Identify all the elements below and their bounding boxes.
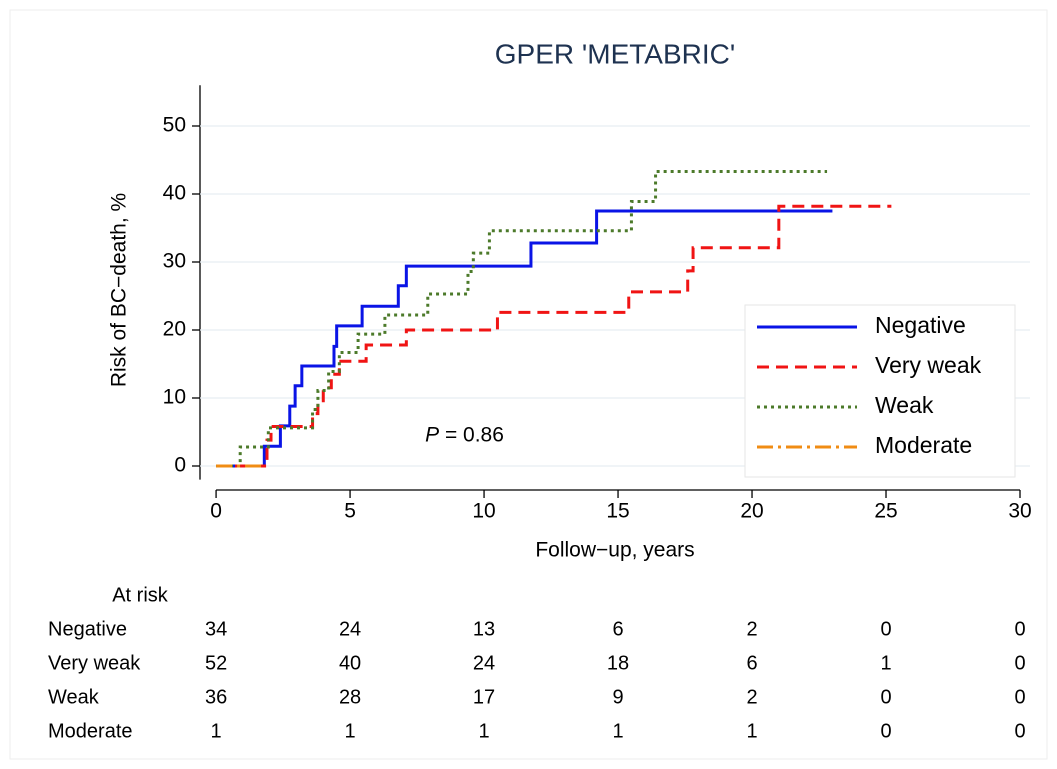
x-axis-label: Follow−up, years — [535, 539, 694, 562]
at-risk-count: 0 — [880, 686, 891, 708]
at-risk-title: At risk — [112, 584, 169, 606]
x-tick-label: 30 — [1008, 500, 1031, 523]
chart-title: GPER 'METABRIC' — [495, 38, 735, 69]
at-risk-count: 0 — [1014, 652, 1025, 674]
at-risk-count: 0 — [1014, 720, 1025, 742]
x-tick-label: 5 — [344, 500, 356, 523]
at-risk-count: 24 — [339, 618, 361, 640]
series-line — [216, 204, 892, 468]
annotation-italic: P — [425, 423, 439, 446]
at-risk-count: 0 — [880, 618, 891, 640]
at-risk-count: 0 — [1014, 686, 1025, 708]
at-risk-count: 13 — [473, 618, 495, 640]
at-risk-name: Very weak — [48, 652, 141, 674]
x-tick-label: 10 — [472, 500, 495, 523]
y-tick-label: 50 — [163, 114, 186, 137]
y-tick-label: 30 — [163, 250, 186, 273]
y-tick-label: 20 — [163, 318, 186, 341]
at-risk-count: 0 — [1014, 618, 1025, 640]
at-risk-name: Moderate — [48, 720, 133, 742]
at-risk-count: 9 — [612, 686, 623, 708]
at-risk-count: 1 — [612, 720, 623, 742]
at-risk-count: 6 — [612, 618, 623, 640]
at-risk-count: 36 — [205, 686, 227, 708]
at-risk-count: 1 — [880, 652, 891, 674]
at-risk-count: 24 — [473, 652, 495, 674]
y-axis-label: Risk of BC−death, % — [108, 193, 131, 387]
at-risk-count: 6 — [746, 652, 757, 674]
legend-label: Moderate — [875, 432, 972, 458]
at-risk-count: 52 — [205, 652, 227, 674]
x-tick-label: 25 — [874, 500, 897, 523]
at-risk-count: 28 — [339, 686, 361, 708]
y-tick-label: 10 — [163, 386, 186, 409]
legend-label: Negative — [875, 312, 966, 338]
at-risk-count: 2 — [746, 686, 757, 708]
y-tick-label: 0 — [174, 454, 186, 477]
annotation-text: = 0.86 — [439, 423, 504, 446]
at-risk-count: 0 — [880, 720, 891, 742]
x-tick-label: 15 — [606, 500, 629, 523]
y-tick-label: 40 — [163, 182, 186, 205]
at-risk-count: 1 — [478, 720, 489, 742]
at-risk-count: 1 — [345, 720, 356, 742]
at-risk-count: 34 — [205, 618, 227, 640]
at-risk-count: 2 — [746, 618, 757, 640]
annotation: P = 0.86 — [425, 423, 504, 446]
legend-label: Very weak — [875, 352, 982, 378]
at-risk-count: 1 — [211, 720, 222, 742]
at-risk-count: 18 — [607, 652, 629, 674]
at-risk-count: 1 — [746, 720, 757, 742]
at-risk-count: 17 — [473, 686, 495, 708]
at-risk-count: 40 — [339, 652, 361, 674]
x-tick-label: 0 — [210, 500, 222, 523]
x-tick-label: 20 — [740, 500, 763, 523]
at-risk-name: Weak — [48, 686, 100, 708]
legend-label: Weak — [875, 392, 934, 418]
series-line — [216, 170, 828, 468]
at-risk-name: Negative — [48, 618, 127, 640]
